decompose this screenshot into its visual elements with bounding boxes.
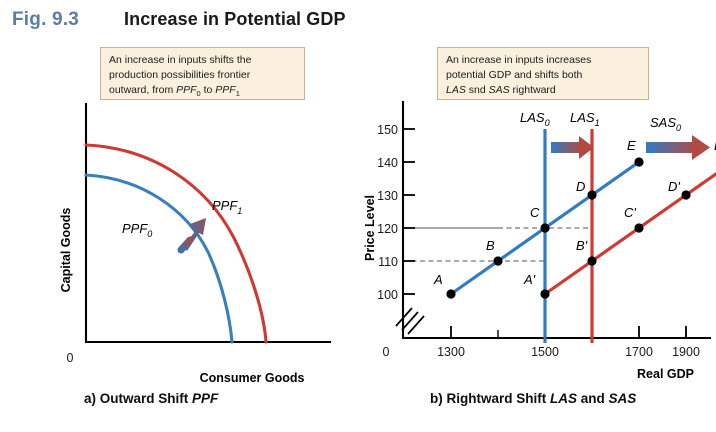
- sas-shift-arrow-icon: [646, 135, 710, 160]
- caption-panel-b: b) Rightward Shift LAS and SAS: [430, 391, 636, 406]
- callout-as-line1: An increase in inputs increases: [446, 54, 592, 66]
- callout-as-line3-end: rightward: [509, 83, 556, 96]
- callout-ppf-ppf0-sub: 0: [196, 88, 201, 98]
- point-label-e: E: [627, 138, 636, 153]
- as-y-tick-100: 100: [377, 288, 398, 302]
- as-x-ticks: [450, 326, 687, 338]
- point-label-a: A: [433, 272, 443, 287]
- sas0-label: SAS0: [650, 115, 681, 133]
- caption-a-em: PPF: [192, 391, 219, 406]
- as-x-tick-1500: 1500: [531, 345, 559, 359]
- as-x-tick-1900: 1900: [672, 345, 700, 359]
- sas1-points: [540, 190, 691, 299]
- as-y-tick-110: 110: [378, 255, 398, 269]
- point-label-a-prime: A': [523, 272, 536, 287]
- ppf-shift-arrow-icon: [177, 218, 206, 254]
- callout-ppf-ppf0: PPF: [176, 83, 197, 96]
- ppf0-label: PPF0: [122, 221, 152, 239]
- callout-ppf-line2: production possibilities frontier: [109, 68, 251, 81]
- callout-as: An increase in inputs increases potentia…: [437, 47, 649, 100]
- callout-ppf-ppf1: PPF: [215, 83, 236, 96]
- as-y-tick-150: 150: [377, 123, 398, 137]
- caption-b-em1: LAS: [549, 391, 577, 406]
- callout-ppf: An increase in inputs shifts the product…: [100, 47, 305, 100]
- chart-panel-ppf: Capital Goods: [59, 102, 332, 385]
- las1-label: LAS1: [570, 110, 600, 128]
- page-title: Increase in Potential GDP: [124, 9, 346, 29]
- callout-ppf-line3-pre: outward, from: [109, 83, 177, 96]
- as-origin-label: 0: [383, 345, 390, 359]
- as-y-axis-label: Price Level: [363, 195, 377, 261]
- las0-label: LAS0: [520, 110, 550, 128]
- las-shift-arrow-icon: [551, 136, 594, 159]
- figure-number: Fig. 9.3: [12, 9, 80, 30]
- point-label-d: D: [576, 179, 585, 194]
- ppf-x-axis-label: Consumer Goods: [200, 371, 305, 385]
- caption-panel-a: a) Outward Shift PPF: [84, 391, 218, 406]
- callout-as-las: LAS: [446, 83, 466, 96]
- as-y-tick-120: 120: [377, 222, 398, 236]
- ppf-origin-label: 0: [67, 351, 74, 365]
- callout-ppf-line3-mid: to: [200, 83, 216, 96]
- as-y-tick-130: 130: [377, 189, 398, 203]
- point-label-e-prime: E': [714, 138, 716, 153]
- ppf1-curve: [84, 143, 268, 344]
- point-label-c-prime: C': [624, 205, 636, 220]
- ppf1-label: PPF1: [212, 198, 242, 216]
- callout-ppf-line3: outward, from PPF0 to PPF1: [109, 83, 297, 100]
- as-x-tick-1700: 1700: [625, 345, 653, 359]
- ppf-y-axis-label: Capital Goods: [59, 208, 73, 293]
- axis-break-icon: [395, 307, 425, 335]
- callout-as-sas: SAS: [488, 83, 510, 96]
- caption-b-em2: SAS: [608, 391, 637, 406]
- point-label-b-prime: B': [576, 238, 588, 253]
- as-x-axis-label: Real GDP: [637, 367, 694, 381]
- ppf0-curve: [84, 173, 234, 344]
- callout-as-line3-mid: snd: [465, 83, 489, 96]
- as-x-tick-1300: 1300: [437, 345, 465, 359]
- chart-panel-as: Price Level 100 110 120 130 140 150: [363, 100, 716, 381]
- point-label-c: C: [530, 205, 540, 220]
- point-label-d-prime: D': [668, 179, 680, 194]
- caption-a-pre: a) Outward Shift: [84, 391, 192, 406]
- callout-as-line3: LAS snd SAS rightward: [446, 83, 641, 98]
- as-y-tick-140: 140: [377, 156, 398, 170]
- sas0-points: [446, 157, 644, 299]
- callout-ppf-ppf1-sub: 1: [235, 88, 240, 98]
- point-label-b: B: [486, 238, 495, 253]
- as-y-ticks: [403, 128, 415, 295]
- caption-b-mid: and: [576, 391, 609, 406]
- callout-as-line2: potential GDP and shifts both: [446, 68, 583, 81]
- callout-ppf-line1: An increase in inputs shifts the: [109, 54, 252, 66]
- caption-b-pre: b) Rightward Shift: [430, 391, 550, 406]
